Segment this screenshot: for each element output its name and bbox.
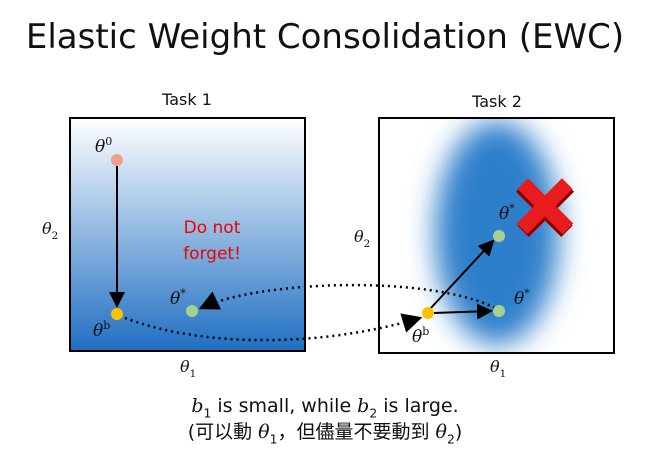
symbol: θ bbox=[499, 204, 509, 224]
dotted-arrow bbox=[124, 313, 423, 342]
sub: 1 bbox=[270, 433, 278, 447]
arrow bbox=[429, 239, 495, 310]
task2-box bbox=[378, 117, 615, 354]
point bbox=[111, 154, 123, 166]
caption-text: is small, while bbox=[211, 395, 357, 417]
note: forget! bbox=[183, 244, 241, 264]
sub: 2 bbox=[369, 407, 377, 421]
panel-label: Task 2 bbox=[471, 92, 522, 111]
sup: b bbox=[103, 319, 110, 332]
symbol: θ bbox=[95, 137, 105, 157]
point bbox=[493, 230, 505, 242]
point bbox=[186, 305, 198, 317]
caption: b1​ is small, while b2​ is large. bbox=[191, 395, 458, 421]
symbol: θ bbox=[436, 421, 448, 443]
cross bbox=[516, 178, 574, 237]
x-axis-label: θ1 bbox=[180, 357, 196, 380]
symbol: θ bbox=[42, 219, 52, 238]
caption-text: is large. bbox=[377, 395, 458, 417]
sub: 1 bbox=[500, 368, 507, 380]
caption-text: ，但儘量不要動到 bbox=[277, 421, 435, 443]
point-label: θ0 bbox=[95, 135, 112, 157]
symbol: θ bbox=[170, 289, 180, 309]
panel-label: Task 1 bbox=[161, 90, 212, 109]
point-label: θb bbox=[93, 319, 110, 341]
symbol: b bbox=[357, 395, 369, 417]
point bbox=[111, 308, 123, 320]
point bbox=[493, 305, 505, 317]
sup: * bbox=[509, 202, 515, 215]
symbol: θ bbox=[354, 227, 364, 246]
caption-text: ) bbox=[455, 421, 462, 443]
point-label: θ* bbox=[514, 287, 530, 309]
sub: 1 bbox=[204, 407, 212, 421]
y-axis-label: θ2 bbox=[42, 219, 58, 242]
sup: 0 bbox=[105, 135, 112, 148]
title: Elastic Weight Consolidation (EWC) bbox=[26, 17, 624, 57]
x-axis-label: θ1 bbox=[490, 357, 506, 380]
symbol: θ bbox=[93, 321, 103, 341]
symbol: θ bbox=[180, 357, 190, 376]
point-label: θ* bbox=[499, 202, 515, 224]
sub: 2 bbox=[447, 433, 455, 447]
caption: (可以動 θ1​，但儘量不要動到 θ2​) bbox=[188, 421, 463, 447]
caption-text: (可以動 bbox=[188, 421, 258, 443]
symbol: θ bbox=[412, 327, 422, 347]
arrow bbox=[432, 303, 493, 320]
symbol: b bbox=[191, 395, 203, 417]
sup: * bbox=[524, 287, 530, 300]
note: Do not bbox=[184, 218, 241, 238]
point-label: θb bbox=[412, 325, 429, 347]
y-axis-label: θ2 bbox=[354, 227, 370, 250]
point-label: θ* bbox=[170, 287, 186, 309]
symbol: θ bbox=[490, 357, 500, 376]
point bbox=[422, 307, 434, 319]
sup: * bbox=[180, 287, 186, 300]
symbol: θ bbox=[514, 289, 524, 309]
sup: b bbox=[422, 325, 429, 338]
sub: 2 bbox=[52, 230, 59, 242]
sub: 2 bbox=[364, 238, 371, 250]
symbol: θ bbox=[258, 421, 270, 443]
sub: 1 bbox=[190, 368, 197, 380]
